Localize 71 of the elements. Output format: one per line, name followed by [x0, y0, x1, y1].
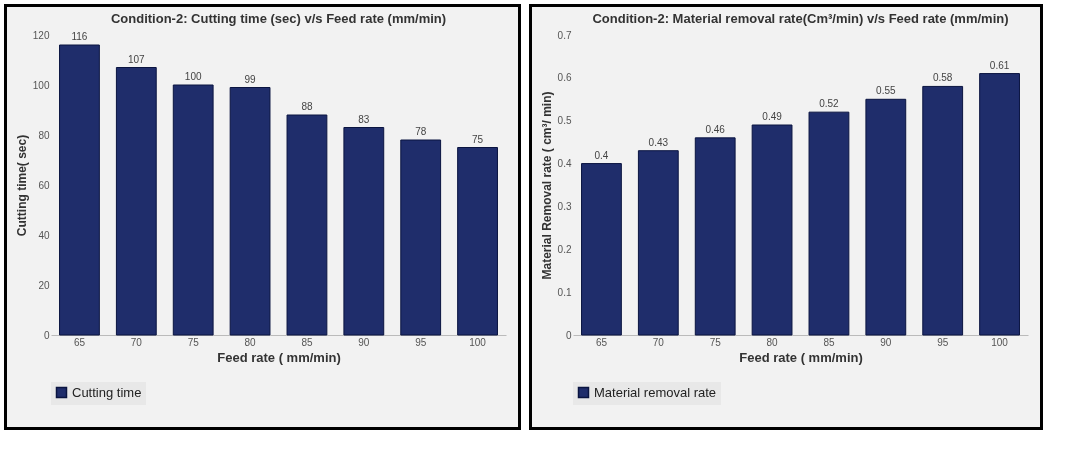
- bar: [172, 84, 214, 336]
- y-axis-title: Material Removal rate ( cm³/ min): [539, 91, 554, 280]
- y-tick-label: 0: [43, 329, 50, 341]
- data-label: 0.58: [932, 72, 953, 84]
- bar: [115, 67, 157, 336]
- x-tick-label: 75: [187, 336, 200, 348]
- bar: [751, 124, 793, 336]
- y-tick-label: 0.3: [557, 200, 572, 212]
- bar: [865, 98, 907, 336]
- data-label: 0.52: [819, 98, 840, 110]
- y-tick-label: 0.4: [557, 158, 572, 170]
- legend-label: Cutting time: [72, 384, 142, 400]
- data-label: 0.43: [648, 136, 669, 148]
- y-axis-title: Cutting time( sec): [14, 134, 29, 237]
- y-tick-label: 0.6: [557, 72, 572, 84]
- bar: [922, 85, 964, 336]
- chart-title: Condition-2: Cutting time (sec) v/s Feed rate (mm/min): [110, 11, 447, 26]
- x-tick-label: 100: [469, 336, 487, 348]
- bar: [694, 137, 736, 336]
- y-tick-label: 0.7: [557, 29, 572, 41]
- bar: [286, 114, 328, 336]
- data-label: 99: [244, 73, 257, 85]
- y-tick-label: 100: [32, 79, 50, 91]
- data-label: 0.46: [705, 123, 726, 135]
- data-label: 0.49: [762, 111, 783, 122]
- y-tick-label: 40: [38, 229, 50, 241]
- bar: [343, 127, 385, 336]
- data-label: 75: [472, 133, 484, 145]
- x-axis-title: Feed rate ( mm/min): [217, 349, 341, 365]
- data-label: 83: [358, 113, 370, 125]
- data-label: 88: [301, 101, 313, 112]
- x-tick-label: 90: [880, 336, 892, 348]
- data-label: 0.55: [876, 85, 896, 97]
- bar: [808, 111, 850, 336]
- x-tick-label: 95: [415, 336, 427, 348]
- x-tick-label: 65: [73, 336, 86, 348]
- chart-title: Condition-2: Material removal rate(Cm³/min) v/s Feed rate (mm/min): [592, 11, 1009, 26]
- data-label: 100: [184, 71, 202, 82]
- y-tick-label: 0.5: [557, 115, 572, 127]
- bar: [457, 147, 498, 336]
- y-tick-label: 120: [32, 29, 50, 41]
- bar: [581, 163, 622, 336]
- x-tick-label: 90: [358, 336, 370, 348]
- y-tick-label: 0: [565, 329, 572, 341]
- x-tick-label: 75: [709, 336, 722, 348]
- x-tick-label: 85: [823, 336, 835, 348]
- y-tick-label: 0.1: [557, 286, 572, 298]
- data-label: 0.4: [594, 149, 609, 161]
- x-tick-label: 80: [766, 336, 779, 348]
- y-tick-label: 20: [38, 279, 50, 291]
- x-axis-title: Feed rate ( mm/min): [739, 349, 863, 365]
- y-tick-label: 80: [38, 129, 50, 141]
- bar: [59, 44, 100, 336]
- y-tick-label: 60: [38, 179, 50, 191]
- x-tick-label: 95: [937, 336, 949, 348]
- x-tick-label: 100: [991, 336, 1009, 348]
- x-tick-label: 70: [652, 336, 665, 348]
- x-tick-label: 80: [244, 336, 257, 348]
- x-tick-label: 70: [130, 336, 143, 348]
- data-label: 107: [127, 53, 146, 65]
- data-label: 78: [415, 126, 427, 137]
- y-tick-label: 0.2: [557, 243, 572, 255]
- bar: [229, 87, 271, 336]
- bar: [637, 150, 679, 336]
- legend-label: Material removal rate: [594, 384, 717, 400]
- bar: [400, 139, 442, 336]
- data-label: 0.61: [989, 59, 1010, 71]
- x-tick-label: 85: [301, 336, 313, 348]
- data-label: 116: [71, 31, 88, 42]
- x-tick-label: 65: [595, 336, 608, 348]
- bar: [979, 73, 1020, 336]
